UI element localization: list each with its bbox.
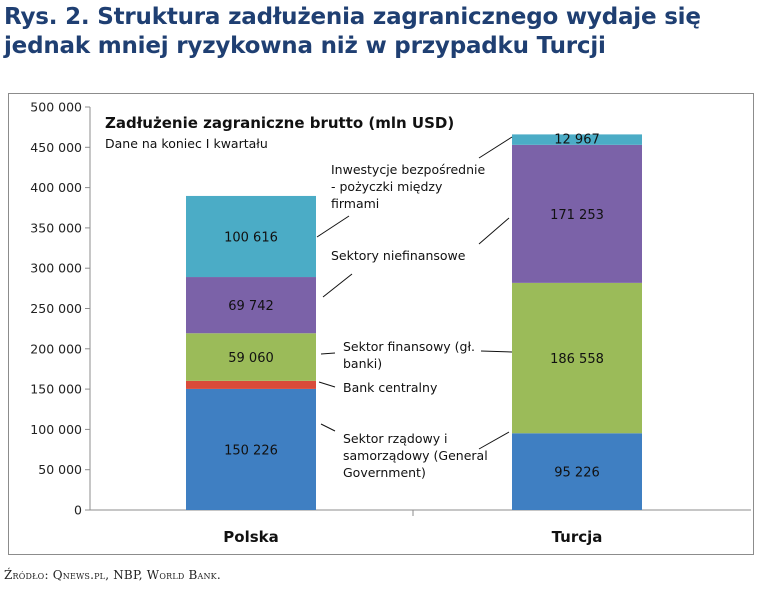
bar-segment — [512, 144, 642, 283]
annotation-text: Sektory niefinansowe — [331, 248, 466, 263]
x-category-label: Polska — [223, 528, 278, 546]
annotation-leader-line — [480, 350, 513, 353]
bar-segment — [512, 433, 642, 510]
y-tick-label: 50 000 — [38, 462, 82, 477]
annotation-text: firmami — [331, 196, 379, 211]
bar-segment — [512, 134, 642, 145]
bar-segment — [186, 388, 316, 510]
bar-segment — [186, 380, 316, 389]
annotation-leader-line — [316, 215, 350, 238]
data-label: 150 226 — [224, 443, 278, 458]
y-tick-label: 300 000 — [30, 261, 82, 276]
annotation-leader-line — [478, 217, 510, 245]
bar-segment — [186, 195, 316, 278]
y-tick-label: 200 000 — [30, 341, 82, 356]
annotation-text: Bank centralny — [343, 380, 438, 395]
annotation-text: - pożyczki między — [331, 179, 443, 194]
annotation-text: Sektor rządowy i — [343, 431, 448, 446]
annotation-text: Inwestycje bezpośrednie — [331, 162, 486, 177]
annotation-leader-line — [478, 136, 513, 159]
y-tick-label: 450 000 — [30, 140, 82, 155]
data-label: 100 616 — [224, 230, 278, 245]
data-label: 12 967 — [554, 133, 600, 148]
bar-segment — [512, 282, 642, 434]
figure-title: Rys. 2. Struktura zadłużenia zagraniczne… — [4, 4, 701, 59]
x-category-label: Turcja — [552, 528, 603, 546]
bar-segment — [186, 277, 316, 334]
chart-title: Zadłużenie zagraniczne brutto (mln USD) — [105, 114, 454, 132]
annotation-leader-line — [320, 423, 336, 432]
annotation-text: banki) — [343, 356, 382, 371]
chart-frame: 0 50 000 100 000 150 000 200 000 250 000 300 0… — [8, 93, 754, 555]
annotation-text: Government) — [343, 465, 426, 480]
annotation-leader-line — [478, 431, 510, 450]
y-tick-label: 350 000 — [30, 220, 82, 235]
y-tick-label: 500 000 — [30, 100, 82, 115]
data-label: 69 742 — [228, 299, 274, 314]
data-label: 171 253 — [550, 208, 604, 223]
y-tick-label: 0 — [74, 503, 82, 518]
annotation-leader-line — [318, 381, 336, 388]
y-tick-label: 150 000 — [30, 382, 82, 397]
data-label: 59 060 — [228, 351, 274, 366]
annotation-leader-line — [320, 352, 336, 355]
y-tick-label: 400 000 — [30, 180, 82, 195]
y-tick-label: 100 000 — [30, 422, 82, 437]
data-label: 95 226 — [554, 466, 600, 481]
chart-subtitle: Dane na koniec I kwartału — [105, 136, 268, 151]
data-label: 186 558 — [550, 352, 604, 367]
y-tick-label: 250 000 — [30, 301, 82, 316]
annotation-text: samorządowy (General — [343, 448, 488, 463]
annotation-text: Sektor finansowy (gł. — [343, 339, 475, 354]
source-note: Źródło: Qnews.pl, NBP, World Bank. — [4, 568, 221, 582]
stacked-bar-chart: 0 50 000 100 000 150 000 200 000 250 000 300 0… — [30, 100, 751, 546]
bar-segment — [186, 333, 316, 381]
annotation-leader-line — [322, 273, 353, 298]
